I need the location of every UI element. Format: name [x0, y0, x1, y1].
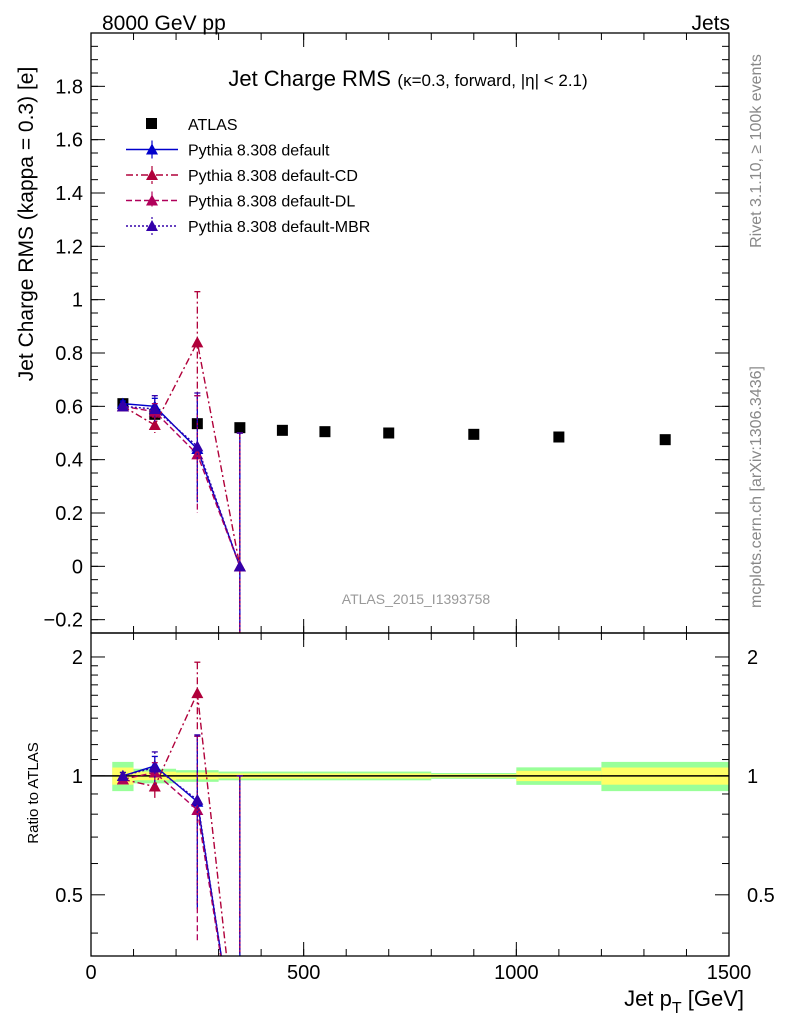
mc-point: [116, 400, 129, 412]
rivet-label: Rivet 3.1.10, ≥ 100k events: [748, 54, 765, 248]
ratio-line: [122, 690, 228, 956]
legend-swatch: [146, 220, 158, 231]
ratio-point: [191, 687, 204, 699]
ratio-band: [91, 761, 729, 792]
y-tick-label: 0: [72, 556, 83, 578]
analysis-watermark: ATLAS_2015_I1393758: [342, 591, 491, 607]
legend-label: Pythia 8.308 default: [188, 143, 330, 160]
legend-swatch: [146, 118, 157, 129]
ratio-y-tick-label: 0.5: [55, 885, 83, 907]
series-3: [116, 395, 246, 633]
mcplots-label: mcplots.cern.ch [arXiv:1306.3436]: [748, 366, 765, 608]
chart-title: Jet Charge RMS (κ=0.3, forward, |η| < 2.…: [228, 66, 587, 91]
x-tick-label: 1500: [707, 962, 752, 984]
y-tick-label: −0.2: [44, 610, 83, 632]
series-4: [116, 392, 246, 633]
legend-label: Pythia 8.308 default-CD: [188, 168, 358, 185]
main-ylabel: Jet Charge RMS (kappa = 0.3) [e]: [15, 67, 38, 382]
legend: ATLAS Pythia 8.308 default Pythia 8.308 de…: [126, 117, 370, 236]
series-line: [122, 405, 241, 567]
legend-label: ATLAS: [188, 117, 238, 134]
legend-swatch: [146, 169, 158, 180]
x-tick-label: 1000: [494, 962, 539, 984]
series-1: [116, 395, 246, 633]
ratio-marks: [116, 661, 243, 956]
x-tick-label: 0: [85, 962, 96, 984]
ratio-y-tick-label-right: 1: [747, 766, 758, 788]
ratio-line: [122, 766, 223, 956]
ratio-y-tick-label: 1: [72, 766, 83, 788]
y-tick-label: 1.6: [55, 130, 83, 152]
series-line: [122, 405, 241, 567]
x-tick-label: 500: [287, 962, 320, 984]
ratio-point: [148, 761, 161, 773]
chart-title-main: Jet Charge RMS: [228, 66, 391, 91]
x-axis-title-sub: T: [672, 1000, 682, 1017]
atlas-point: [383, 427, 395, 439]
legend-label: Pythia 8.308 default-MBR: [188, 219, 370, 236]
x-axis-title-unit: [GeV]: [682, 986, 744, 1011]
atlas-point: [319, 426, 331, 438]
series-0: [117, 398, 671, 446]
legend-label: Pythia 8.308 default-DL: [188, 194, 355, 211]
mc-point: [148, 403, 161, 414]
ratio-series-3: [116, 734, 243, 956]
y-tick-label: 0.4: [55, 450, 83, 472]
mc-point: [191, 336, 204, 348]
y-tick-label: 1.2: [55, 236, 83, 258]
x-axis-title-main: Jet p: [624, 986, 672, 1011]
y-tick-label: 0.6: [55, 396, 83, 418]
atlas-point: [234, 422, 246, 434]
mc-point: [191, 440, 204, 452]
legend-entry-2: Pythia 8.308 default-CD: [126, 166, 358, 185]
main-marks: [116, 291, 671, 633]
legend-entry-1: Pythia 8.308 default: [126, 140, 330, 160]
atlas-point: [276, 424, 288, 436]
x-axis-title: Jet pT [GeV]: [624, 986, 744, 1017]
ratio-point: [116, 769, 129, 781]
ratio-point: [191, 793, 204, 805]
ratio-series-1: [116, 661, 243, 956]
legend-entry-0: ATLAS: [146, 117, 238, 134]
ratio-point: [191, 803, 204, 815]
ratio-frame: [90, 632, 730, 957]
mc-point: [148, 419, 161, 430]
ratio-y-tick-label-right: 0.5: [747, 885, 775, 907]
atlas-point: [468, 428, 480, 440]
chart-title-sub: (κ=0.3, forward, |η| < 2.1): [397, 71, 587, 90]
ratio-y-tick-label-right: 2: [747, 647, 758, 669]
series-line: [122, 402, 241, 567]
axes: −0.2 0 0.2 0.4 0.6 0.8 1 1.2 1.4 1.6 1.8 0 500 1000 15…: [44, 32, 775, 984]
legend-entry-3: Pythia 8.308 default-DL: [126, 191, 355, 211]
series-line: [122, 340, 241, 567]
legend-swatch: [146, 143, 158, 155]
atlas-point: [553, 431, 565, 443]
legend-swatch: [146, 194, 158, 206]
y-tick-label: 1.4: [55, 183, 83, 205]
header-left: 8000 GeV pp: [102, 12, 226, 35]
series-2: [116, 291, 246, 633]
y-tick-label: 0.8: [55, 343, 83, 365]
y-tick-label: 0.2: [55, 503, 83, 525]
y-tick-label: 1: [72, 290, 83, 312]
ratio-y-tick-label: 2: [72, 647, 83, 669]
ratio-ylabel: Ratio to ATLAS: [25, 742, 42, 843]
header-right: Jets: [691, 12, 730, 35]
main-frame: [90, 32, 730, 634]
y-tick-label: 1.8: [55, 76, 83, 98]
atlas-point: [659, 434, 671, 446]
ratio-point: [148, 780, 161, 792]
ratio-line: [122, 771, 222, 956]
mc-point: [233, 560, 246, 572]
legend-entry-4: Pythia 8.308 default-MBR: [126, 217, 370, 236]
